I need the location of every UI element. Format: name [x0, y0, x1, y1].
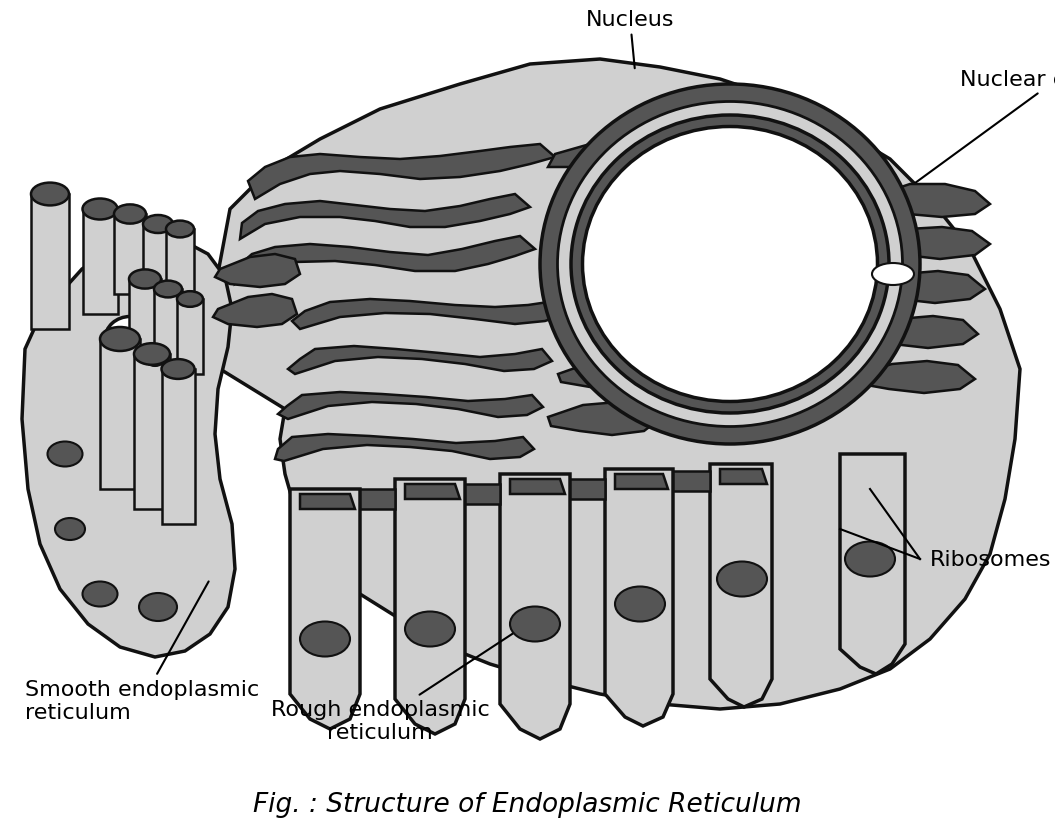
Polygon shape — [548, 140, 660, 168]
Polygon shape — [235, 237, 535, 285]
Ellipse shape — [31, 183, 69, 206]
Polygon shape — [290, 489, 360, 729]
Ellipse shape — [161, 359, 194, 380]
Polygon shape — [605, 470, 673, 726]
Polygon shape — [215, 60, 1020, 709]
Text: Fig. : Structure of Endoplasmic Reticulum: Fig. : Structure of Endoplasmic Reticulu… — [253, 791, 802, 817]
Polygon shape — [465, 484, 500, 504]
Ellipse shape — [129, 270, 161, 289]
Polygon shape — [31, 195, 69, 329]
Polygon shape — [100, 339, 140, 489]
Polygon shape — [166, 230, 194, 339]
Ellipse shape — [615, 587, 665, 622]
Ellipse shape — [143, 216, 173, 234]
Polygon shape — [275, 435, 534, 461]
Polygon shape — [710, 465, 772, 707]
Text: Rough endoplasmic
reticulum: Rough endoplasmic reticulum — [271, 621, 533, 742]
Polygon shape — [673, 472, 710, 492]
Polygon shape — [213, 294, 298, 328]
Text: Smooth endoplasmic
reticulum: Smooth endoplasmic reticulum — [25, 582, 260, 722]
Polygon shape — [300, 494, 354, 509]
Polygon shape — [248, 145, 555, 200]
Ellipse shape — [100, 328, 140, 352]
Ellipse shape — [106, 317, 155, 362]
Text: Nucleus: Nucleus — [586, 10, 674, 69]
Ellipse shape — [82, 199, 117, 220]
Ellipse shape — [571, 116, 889, 414]
Polygon shape — [565, 314, 672, 347]
Ellipse shape — [55, 518, 85, 540]
Ellipse shape — [540, 85, 920, 445]
Polygon shape — [215, 255, 300, 288]
Polygon shape — [22, 237, 235, 657]
Polygon shape — [143, 225, 173, 319]
Polygon shape — [558, 359, 667, 391]
Ellipse shape — [82, 582, 117, 607]
Polygon shape — [880, 185, 990, 217]
Ellipse shape — [872, 263, 914, 286]
Text: Nuclear envelope: Nuclear envelope — [902, 70, 1055, 193]
Polygon shape — [865, 317, 978, 349]
Polygon shape — [279, 393, 543, 420]
Polygon shape — [360, 489, 395, 509]
Ellipse shape — [134, 344, 170, 365]
Polygon shape — [395, 479, 465, 734]
Polygon shape — [129, 280, 161, 349]
Ellipse shape — [557, 102, 902, 427]
Polygon shape — [875, 227, 990, 260]
Polygon shape — [858, 361, 975, 394]
Ellipse shape — [114, 205, 146, 224]
Ellipse shape — [177, 292, 203, 308]
Polygon shape — [239, 195, 530, 240]
Ellipse shape — [47, 442, 82, 467]
Polygon shape — [870, 272, 985, 303]
Polygon shape — [134, 354, 170, 509]
Polygon shape — [570, 479, 605, 499]
Polygon shape — [177, 299, 203, 375]
Polygon shape — [288, 347, 552, 375]
Ellipse shape — [510, 607, 560, 642]
Polygon shape — [405, 484, 460, 499]
Polygon shape — [510, 479, 565, 494]
Ellipse shape — [845, 542, 895, 577]
Polygon shape — [154, 289, 183, 364]
Ellipse shape — [717, 562, 767, 597]
Polygon shape — [580, 181, 701, 208]
Polygon shape — [840, 455, 905, 674]
Polygon shape — [114, 215, 146, 294]
Polygon shape — [292, 299, 565, 329]
Polygon shape — [615, 475, 668, 489]
Polygon shape — [548, 402, 657, 436]
Ellipse shape — [154, 281, 183, 298]
Polygon shape — [82, 210, 117, 314]
Polygon shape — [500, 475, 570, 739]
Ellipse shape — [300, 622, 350, 657]
Ellipse shape — [582, 127, 878, 402]
Polygon shape — [590, 215, 705, 241]
Text: Ribosomes: Ribosomes — [931, 549, 1052, 569]
Ellipse shape — [166, 222, 194, 238]
Ellipse shape — [405, 612, 455, 647]
Polygon shape — [161, 370, 194, 524]
Ellipse shape — [143, 349, 166, 366]
Polygon shape — [720, 470, 767, 484]
Ellipse shape — [139, 594, 177, 621]
